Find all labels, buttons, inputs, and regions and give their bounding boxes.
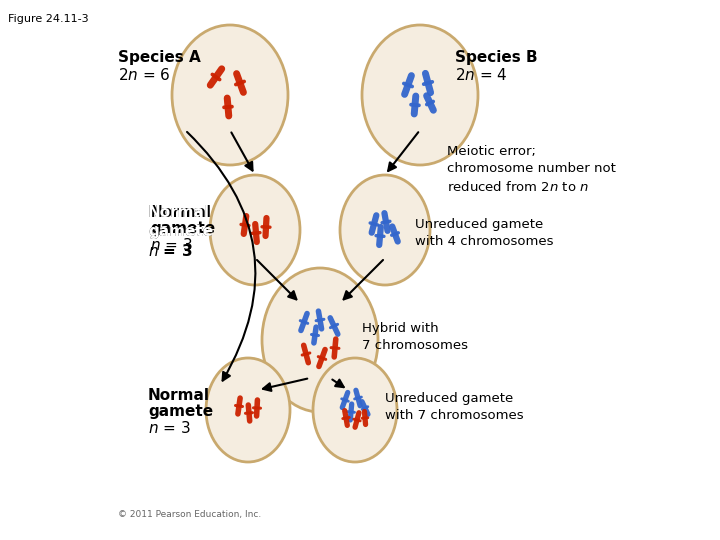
Ellipse shape <box>340 175 430 285</box>
Text: Meiotic error;
chromosome number not
reduced from 2$\it{n}$ to $\it{n}$: Meiotic error; chromosome number not red… <box>447 145 616 194</box>
Text: 2$\it{n}$ = 6: 2$\it{n}$ = 6 <box>118 67 171 83</box>
Text: 2$\it{n}$ = 4: 2$\it{n}$ = 4 <box>455 67 508 83</box>
Text: Unreduced gamete
with 7 chromosomes: Unreduced gamete with 7 chromosomes <box>385 392 523 422</box>
Ellipse shape <box>262 268 378 412</box>
Ellipse shape <box>210 175 300 285</box>
Text: gamete: gamete <box>150 221 215 236</box>
Text: Figure 24.11-3: Figure 24.11-3 <box>8 14 89 24</box>
Text: Normal
gamete
$\it{n}$ = 3: Normal gamete $\it{n}$ = 3 <box>148 205 213 259</box>
Text: Unreduced gamete
with 4 chromosomes: Unreduced gamete with 4 chromosomes <box>415 218 554 248</box>
Text: Species A: Species A <box>118 50 201 65</box>
Text: © 2011 Pearson Education, Inc.: © 2011 Pearson Education, Inc. <box>118 510 261 519</box>
Text: gamete: gamete <box>148 404 213 419</box>
Ellipse shape <box>206 358 290 462</box>
Ellipse shape <box>362 25 478 165</box>
Text: $\it{n}$ = 3: $\it{n}$ = 3 <box>150 237 193 253</box>
Text: $\it{n}$ = 3: $\it{n}$ = 3 <box>148 420 191 436</box>
Ellipse shape <box>172 25 288 165</box>
Text: Hybrid with
7 chromosomes: Hybrid with 7 chromosomes <box>362 322 468 352</box>
Text: Normal: Normal <box>150 205 212 220</box>
FancyArrowPatch shape <box>187 132 256 381</box>
Text: Species B: Species B <box>455 50 538 65</box>
Ellipse shape <box>313 358 397 462</box>
Text: Normal: Normal <box>148 388 210 403</box>
Text: Normal
gamete: Normal gamete <box>148 205 213 239</box>
